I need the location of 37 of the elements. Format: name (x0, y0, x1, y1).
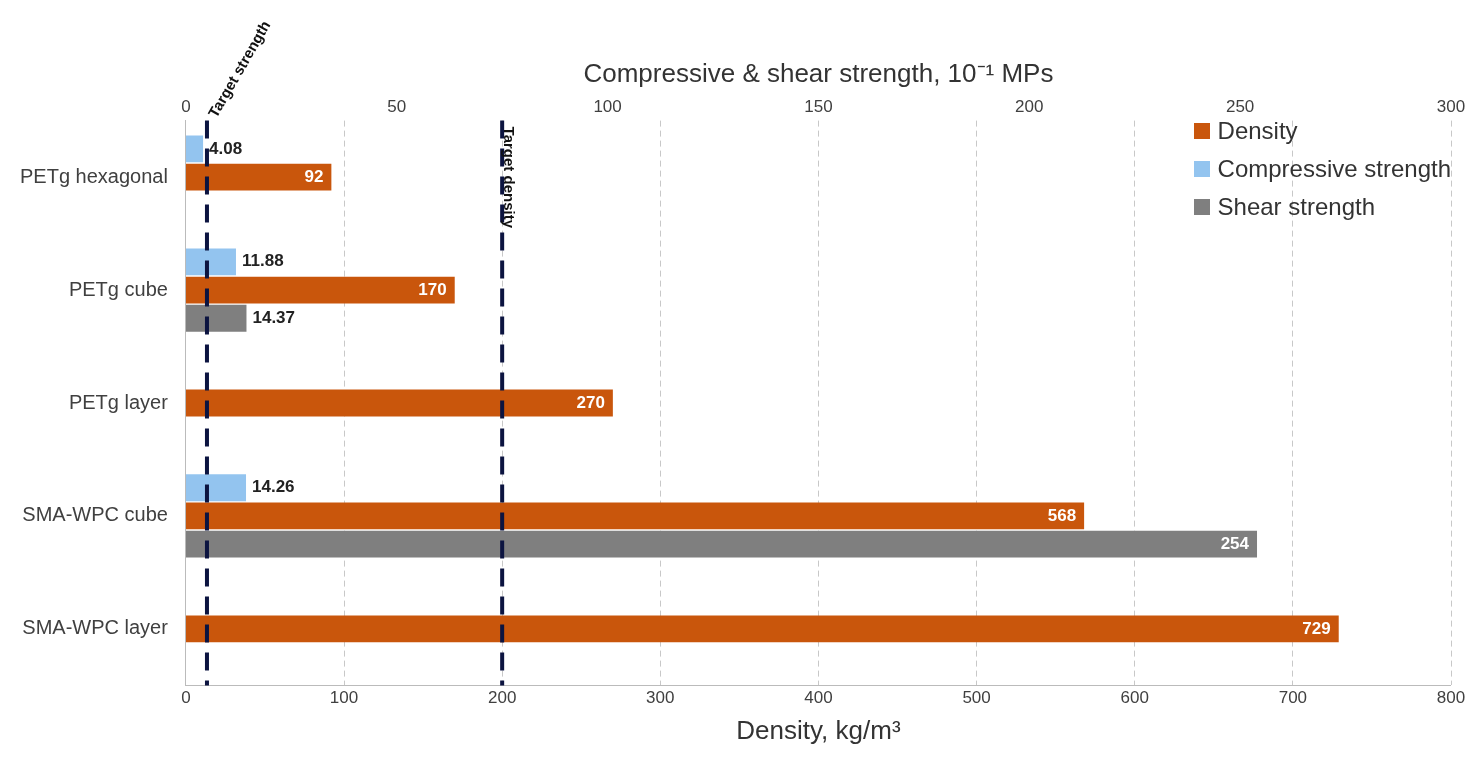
x2-tick-label: 150 (804, 97, 833, 117)
x2-tick-label: 100 (593, 97, 622, 117)
x-tick-label: 400 (804, 688, 833, 708)
data-label: 14.37 (252, 307, 296, 327)
ref-line-label: Target density (501, 126, 519, 229)
x-tick-label: 300 (646, 688, 675, 708)
x2-tick-label: 250 (1225, 97, 1255, 117)
legend-label: Compressive strength (1217, 155, 1451, 183)
x2-tick-label: 0 (181, 97, 191, 117)
x-tick-label: 500 (962, 688, 991, 708)
data-label: 254 (1220, 533, 1250, 553)
x-axis-title: Density, kg/m³ (736, 714, 901, 745)
legend-label: Density (1217, 117, 1298, 145)
x2-axis-title: Compressive & shear strength, 10⁻¹ MPs (583, 57, 1054, 88)
y-tick-label: PETg cube (68, 277, 168, 300)
x-tick-label: 0 (181, 688, 191, 708)
y-tick-label: SMA-WPC layer (22, 616, 169, 639)
x-tick-label: 700 (1278, 688, 1308, 708)
x-tick-label: 800 (1436, 688, 1466, 708)
x2-tick-label: 50 (387, 97, 407, 117)
legend-label: Shear strength (1217, 193, 1375, 221)
x-tick-label: 100 (329, 688, 359, 708)
x-tick-label: 600 (1120, 688, 1149, 708)
data-label: 92 (304, 166, 324, 186)
data-label: 729 (1302, 618, 1331, 638)
x2-tick-label: 300 (1436, 97, 1466, 117)
y-tick-label: PETg hexagonal (19, 164, 168, 187)
data-label: 568 (1047, 505, 1077, 525)
data-label: 270 (576, 392, 605, 412)
x-tick-label: 200 (487, 688, 517, 708)
data-label: 4.08 (209, 138, 243, 158)
y-tick-label: SMA-WPC cube (22, 503, 168, 526)
y-tick-label: PETg layer (68, 390, 169, 413)
data-label: 14.26 (252, 477, 295, 497)
data-label: 11.88 (241, 251, 284, 271)
x2-tick-label: 200 (1015, 97, 1044, 117)
data-label: 170 (418, 279, 447, 299)
